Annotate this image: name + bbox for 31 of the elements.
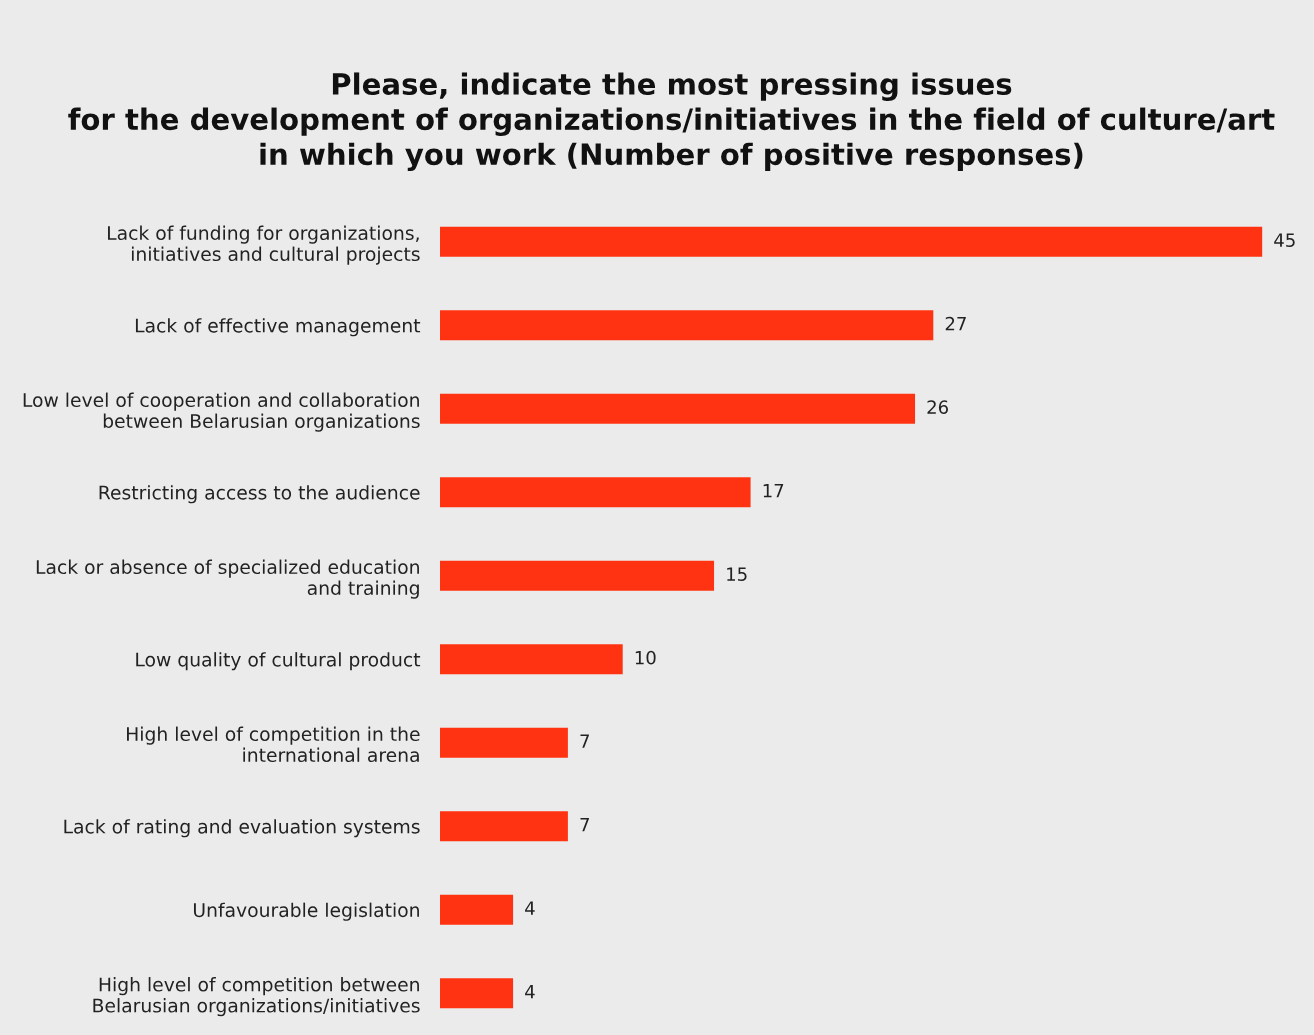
y-tick-label: Lack or absence of specialized education and training [36, 559, 419, 599]
data-label: 4 [525, 985, 535, 999]
bar [440, 644, 623, 675]
bar [440, 310, 934, 341]
y-tick-label: High level of competition in the international arena [127, 726, 420, 763]
data-label: 45 [1274, 233, 1295, 247]
y-tick-label: Lack of rating and evaluation systems [64, 819, 420, 838]
bar [440, 393, 916, 424]
bar [440, 477, 751, 508]
bar [440, 978, 514, 1009]
data-label: 10 [635, 650, 656, 665]
data-label: 27 [945, 316, 966, 331]
bar [440, 811, 568, 842]
y-tick-label: Lack of funding for organizations, initiatives and cultural projects [108, 225, 420, 265]
bar [440, 727, 568, 758]
data-label: 17 [763, 484, 784, 498]
y-tick-label: Lack of effective management [135, 318, 421, 337]
chart-title: Please, indicate the most pressing issues for the development of organizations/initiatives in the field of culture/art in which you work (Number of positive responses) [68, 72, 1275, 172]
y-tick-label: Unfavourable legislation [193, 902, 419, 921]
y-tick-label: High level of competition between Belarusian organizations/initiatives [93, 977, 420, 1017]
data-label: 7 [580, 818, 589, 832]
data-label: 15 [727, 567, 747, 581]
data-label: 7 [580, 734, 589, 748]
data-label: 4 [525, 901, 535, 915]
y-tick-label: Low level of cooperation and collaboration between Belarusian organizations [23, 392, 420, 432]
bar [440, 894, 514, 925]
y-tick-label: Low quality of cultural product [136, 652, 421, 671]
y-tick-label: Restricting access to the audience [99, 485, 420, 504]
bar [440, 560, 715, 591]
bar [440, 226, 1263, 257]
data-label: 26 [927, 400, 948, 414]
